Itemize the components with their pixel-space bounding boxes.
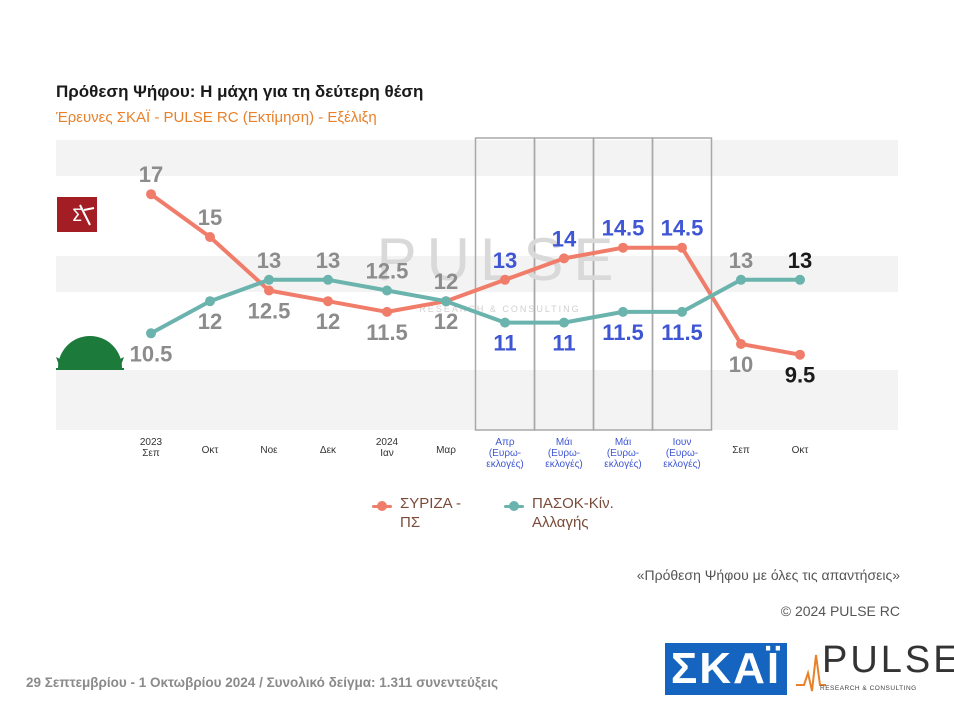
grid-band — [56, 140, 898, 176]
data-label: 11 — [493, 331, 516, 356]
x-tick-label: Νοε — [260, 445, 278, 456]
grid-band — [56, 370, 898, 430]
data-label: 12.5 — [366, 259, 409, 284]
x-tick-label: 2023 Σεπ — [140, 437, 163, 459]
data-point — [264, 274, 274, 285]
data-label: 12 — [434, 309, 458, 334]
data-point — [264, 285, 274, 296]
data-point — [382, 306, 392, 317]
data-label: 13 — [493, 248, 517, 273]
pulse-logo: PULSE RESEARCH & CONSULTING — [796, 639, 954, 697]
data-label: 13 — [788, 248, 812, 273]
syriza-logo-icon: Σ — [57, 197, 97, 232]
chart-note: «Πρόθεση Ψήφου με όλες τις απαντήσεις» — [636, 567, 900, 583]
chart-subtitle: Έρευνες ΣΚΑΪ - PULSE RC (Εκτίμηση) - Εξέ… — [56, 109, 377, 126]
data-point — [382, 285, 392, 296]
x-tick-label: 2024 Ιαν — [376, 437, 399, 459]
legend-item-syriza: ΣΥΡΙΖΑ - ΠΣ — [372, 494, 482, 532]
x-tick-label: Μαρ — [436, 445, 456, 456]
pulse-wave-icon — [796, 654, 826, 692]
data-label: 12 — [198, 309, 222, 334]
data-label: 12.5 — [248, 299, 291, 324]
legend-label-syriza: ΣΥΡΙΖΑ - ΠΣ — [400, 495, 461, 531]
data-label: 14 — [552, 226, 577, 251]
data-point — [323, 296, 333, 307]
x-tick-label: Μάι (Ευρω-εκλογές) — [604, 436, 641, 470]
data-label: 13 — [257, 248, 281, 273]
data-label: 9.5 — [785, 363, 816, 388]
chart-legend: ΣΥΡΙΖΑ - ΠΣ ΠΑΣΟΚ-Κίν. Αλλαγής — [372, 494, 614, 532]
pasok-sun-icon — [56, 336, 124, 370]
legend-item-pasok: ΠΑΣΟΚ-Κίν. Αλλαγής — [504, 494, 614, 532]
data-label: 11.5 — [366, 320, 408, 345]
data-point — [736, 339, 746, 349]
data-point — [618, 306, 628, 317]
data-point — [146, 189, 156, 200]
data-point — [618, 242, 628, 253]
highlight-box — [651, 137, 713, 431]
pulse-logo-subtext: RESEARCH & CONSULTING — [820, 685, 917, 692]
data-label: 14.5 — [661, 216, 704, 241]
data-label: 13 — [316, 248, 340, 273]
data-label: 12 — [316, 309, 340, 334]
watermark-subtext: RESEARCH & CONSULTING — [419, 304, 580, 314]
data-point — [500, 317, 510, 328]
data-label: 12 — [434, 269, 458, 294]
data-label: 17 — [139, 162, 163, 187]
data-point — [677, 242, 687, 253]
data-point — [205, 232, 215, 242]
x-tick-label: Απρ (Ευρω-εκλογές) — [486, 437, 523, 470]
data-label: 15 — [198, 205, 222, 230]
x-tick-label: Ιουν (Ευρω-εκλογές) — [663, 437, 700, 470]
survey-footer: 29 Σεπτεμβρίου - 1 Οκτωβρίου 2024 / Συνο… — [26, 675, 499, 690]
x-tick-label: Μάι (Ευρω-εκλογές) — [545, 436, 582, 470]
x-tick-label: Δεκ — [320, 445, 337, 456]
copyright-text: © 2024 PULSE RC — [780, 603, 900, 619]
x-tick-label: Οκτ — [202, 445, 219, 456]
data-point — [795, 274, 805, 285]
x-tick-label: Οκτ — [792, 445, 809, 456]
data-label: 11 — [552, 331, 575, 356]
data-label: 10.5 — [130, 341, 173, 366]
data-label: 11.5 — [602, 320, 644, 345]
x-tick-label: Σεπ — [732, 445, 750, 456]
legend-label-pasok: ΠΑΣΟΚ-Κίν. Αλλαγής — [532, 495, 614, 531]
data-point — [500, 274, 510, 285]
series-line-pasok — [150, 277, 800, 336]
pulse-logo-text: PULSE — [822, 639, 954, 681]
data-point — [205, 296, 215, 307]
data-label: 14.5 — [602, 216, 645, 241]
data-point — [146, 328, 156, 339]
data-point — [736, 274, 746, 285]
data-point — [559, 317, 569, 328]
chart-title: Πρόθεση Ψήφου: Η μάχη για τη δεύτερη θέσ… — [56, 82, 424, 101]
data-point — [559, 253, 569, 264]
data-label: 11.5 — [661, 320, 703, 345]
legend-swatch-syriza — [372, 496, 392, 516]
skai-logo: ΣΚΑΪ — [665, 643, 787, 695]
legend-swatch-pasok — [504, 496, 524, 516]
grid-band — [56, 256, 898, 292]
data-point — [441, 296, 451, 307]
data-point — [323, 274, 333, 285]
data-point — [795, 349, 805, 360]
svg-text:Σ: Σ — [72, 206, 83, 226]
data-label: 13 — [729, 248, 753, 273]
data-point — [677, 306, 687, 317]
data-label: 10 — [729, 352, 753, 377]
